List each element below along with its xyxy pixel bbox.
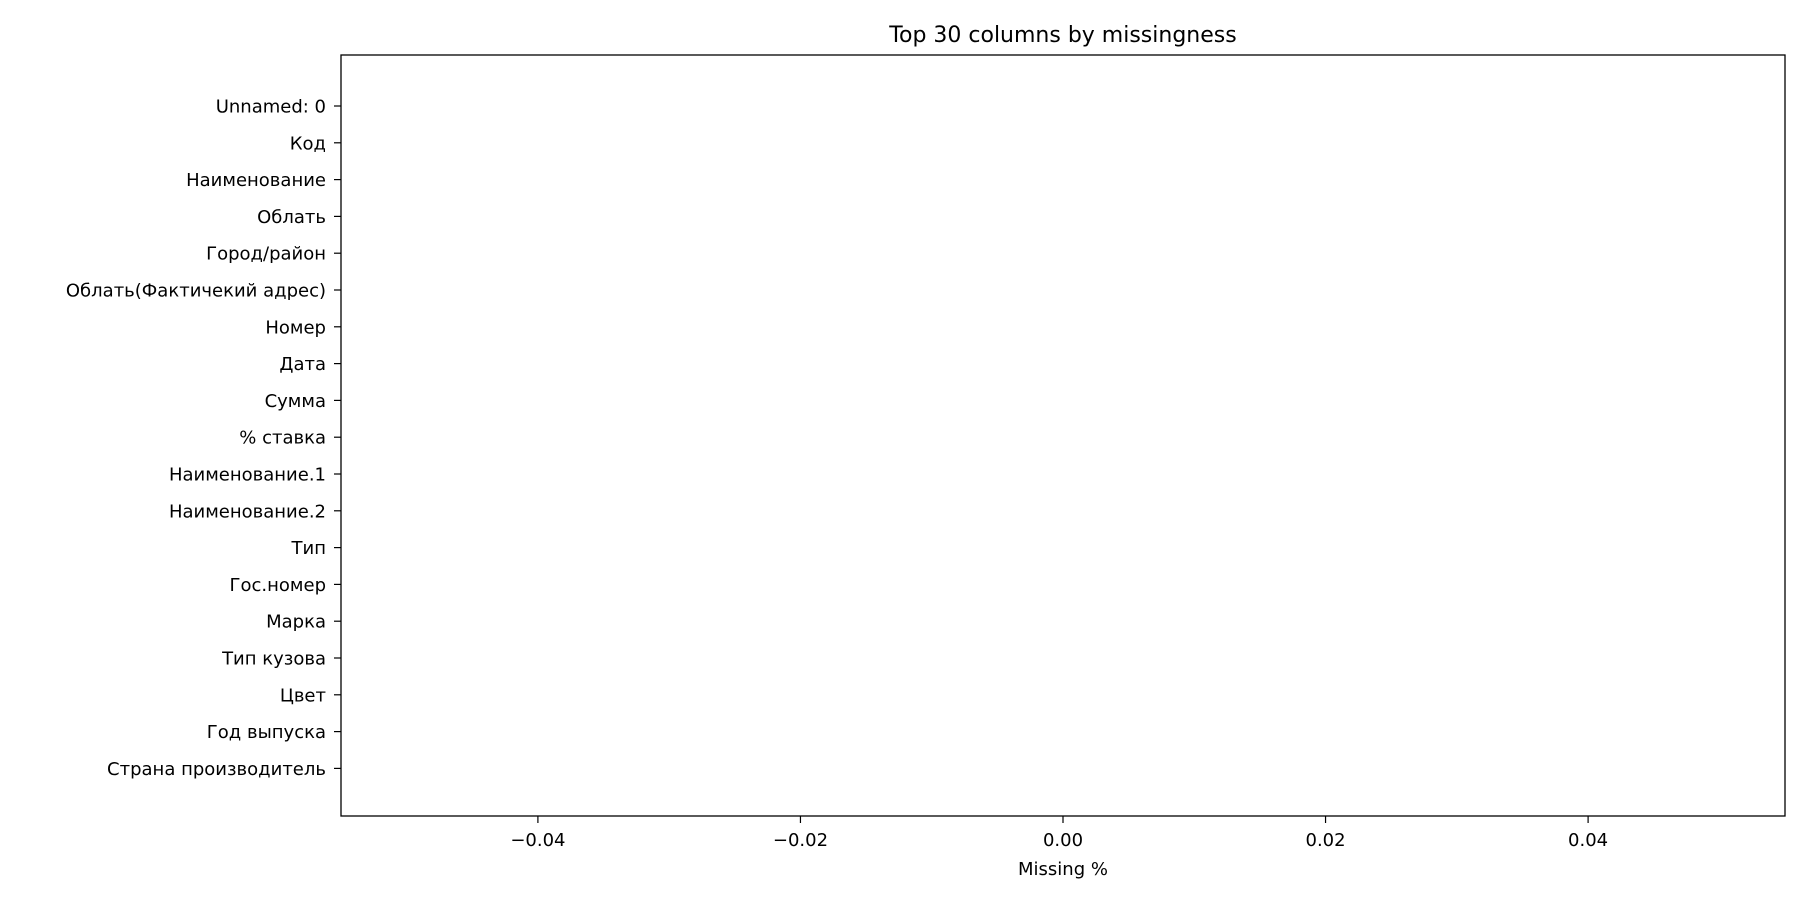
- x-tick-label: 0.04: [1568, 830, 1608, 851]
- y-tick-label: Номер: [265, 317, 326, 338]
- y-tick-label: Сумма: [265, 391, 326, 412]
- y-tick-label: Наименование.2: [169, 501, 326, 522]
- y-axis: Unnamed: 0 Код Наименование Облать Город/рай…: [66, 97, 341, 780]
- y-tick-label: Страна производитель: [107, 759, 326, 780]
- x-tick-label: 0.02: [1306, 830, 1346, 851]
- axes-frame: [340, 54, 1786, 817]
- y-tick-label: Облать(Фактичекий адрес): [66, 281, 326, 302]
- y-tick-label: Год выпуска: [207, 722, 326, 743]
- y-tick-label: Unnamed: 0: [216, 97, 326, 118]
- x-tick-label: 0.00: [1043, 830, 1083, 851]
- y-tick-label: Марка: [266, 612, 326, 633]
- x-tick-label: −0.04: [510, 830, 565, 851]
- y-tick-label: Облать: [257, 207, 326, 228]
- y-tick-label: Наименование: [186, 170, 326, 191]
- x-axis: −0.04 −0.02 0.00 0.02 0.04: [510, 816, 1608, 851]
- y-tick-label: % ставка: [239, 428, 326, 449]
- y-tick-label: Город/район: [206, 244, 326, 265]
- y-tick-label: Наименование.1: [169, 465, 326, 486]
- y-tick-label: Тип кузова: [221, 649, 326, 670]
- y-tick-label: Гос.номер: [230, 575, 326, 596]
- x-axis-label: Missing %: [1018, 859, 1108, 880]
- y-tick-label: Дата: [279, 354, 326, 375]
- x-tick-label: −0.02: [773, 830, 828, 851]
- y-tick-label: Код: [290, 133, 326, 154]
- chart-title: Top 30 columns by missingness: [888, 23, 1236, 48]
- y-tick-label: Цвет: [280, 685, 326, 706]
- y-tick-label: Тип: [291, 538, 326, 559]
